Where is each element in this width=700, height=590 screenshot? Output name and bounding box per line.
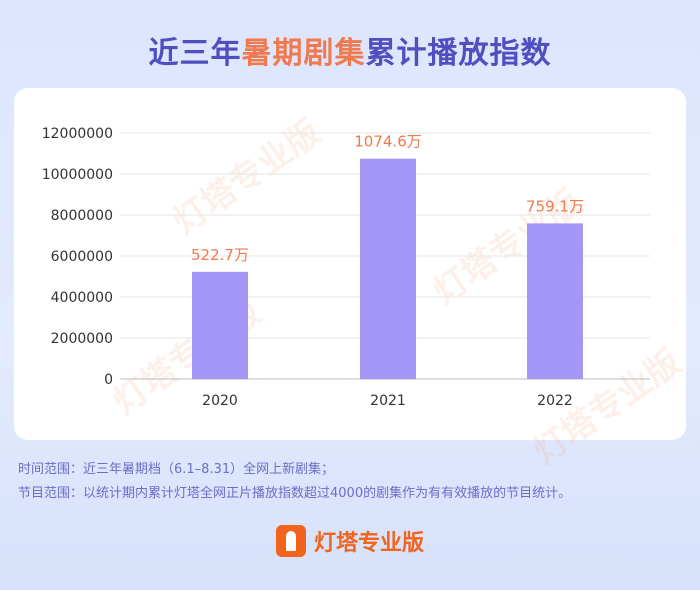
y-tick-label: 10000000	[42, 167, 113, 183]
brand-name: 灯塔专业版	[314, 531, 425, 556]
bar-2020	[192, 271, 248, 379]
data-label: 759.1万	[526, 197, 584, 215]
data-label: 522.7万	[191, 246, 249, 264]
x-tick-label: 2020	[202, 393, 238, 409]
brand-logo: 灯塔专业版	[276, 525, 424, 557]
bar-chart: 0 2000000 4000000 6000000 8000000 10000000 120…	[42, 126, 650, 409]
y-tick-label: 12000000	[42, 126, 113, 142]
note-program-range: 节目范围：以统计期内累计灯塔全网正片播放指数超过4000的剧集作为有有效播放的节…	[18, 486, 572, 501]
y-tick-label: 4000000	[51, 290, 113, 306]
data-label: 1074.6万	[354, 133, 422, 151]
bar-2021	[360, 158, 416, 379]
y-tick-label: 6000000	[51, 249, 113, 265]
y-tick-label: 8000000	[51, 208, 113, 224]
x-tick-label: 2022	[537, 393, 573, 409]
notes: 时间范围：近三年暑期档（6.1–8.31）全网上新剧集； 节目范围：以统计期内累…	[18, 458, 571, 506]
note-time-range: 时间范围：近三年暑期档（6.1–8.31）全网上新剧集；	[18, 462, 335, 477]
x-tick-label: 2021	[370, 393, 406, 409]
lighthouse-icon	[276, 525, 306, 557]
page-title: 近三年暑期剧集累计播放指数	[148, 36, 552, 71]
bar-2022	[527, 223, 583, 379]
y-tick-label: 0	[104, 372, 113, 388]
y-tick-label: 2000000	[51, 331, 113, 347]
